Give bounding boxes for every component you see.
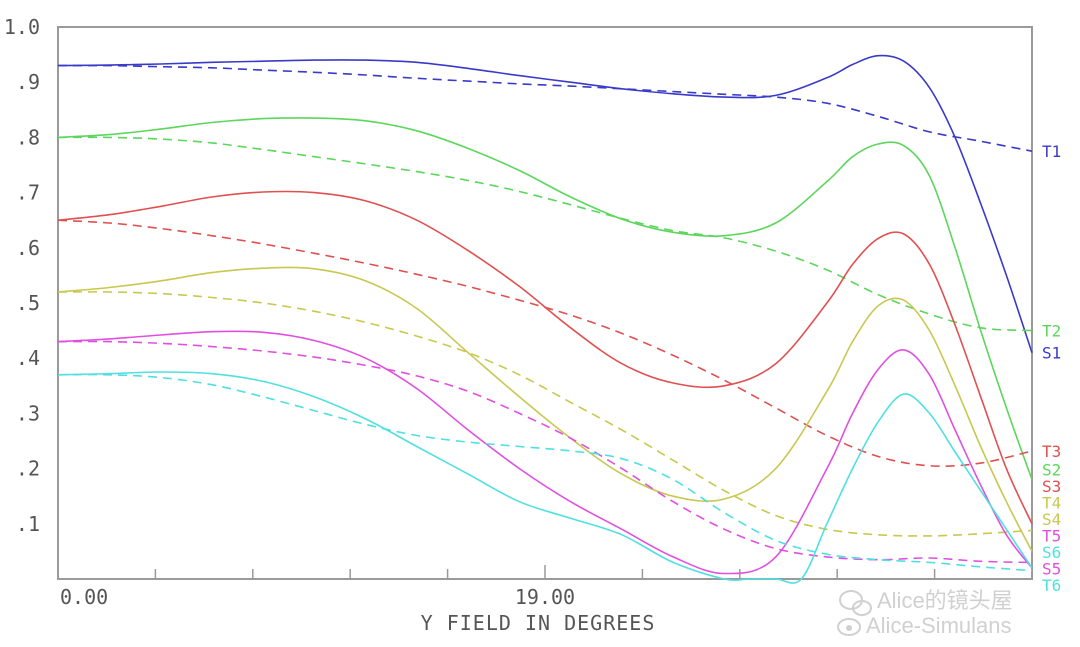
watermark-line2: Alice-Simulans: [866, 613, 1012, 638]
y-tick-label: .8: [16, 125, 40, 149]
x-tick-label: 19.00: [515, 585, 575, 609]
x-minor-ticks: [57, 565, 936, 579]
plot-frame: [57, 26, 1033, 580]
y-tick-label: .9: [16, 70, 40, 94]
legend-label-s4: S4: [1042, 510, 1061, 529]
series-s2-line: [57, 117, 1033, 480]
legend-label-s3: S3: [1042, 477, 1061, 496]
legend-label-s6: S6: [1042, 543, 1061, 562]
y-tick-label: .7: [16, 181, 40, 205]
legend-label-t5: T5: [1042, 527, 1061, 546]
series-t3-line: [57, 219, 1033, 467]
series-s1-line: [57, 54, 1033, 353]
y-tick-label: .5: [16, 291, 40, 315]
series-layer: [57, 54, 1033, 584]
series-s6-line: [57, 371, 1033, 584]
x-tick-label: 0.00: [60, 585, 108, 609]
y-tick-label: .6: [16, 236, 40, 260]
x-axis-title: Y FIELD IN DEGREES: [421, 611, 656, 635]
y-tick-label: .4: [16, 346, 40, 370]
series-t2-line: [57, 136, 1033, 332]
series-s5-line: [57, 330, 1033, 575]
y-tick-label: .1: [16, 512, 40, 536]
series-s3-line: [57, 190, 1033, 525]
series-t6-line: [57, 373, 1033, 572]
legend-label-t4: T4: [1042, 494, 1061, 513]
legend-label-s1: S1: [1042, 344, 1061, 363]
legend-label-t3: T3: [1042, 442, 1061, 461]
y-tick-label: 1.0: [4, 15, 40, 39]
watermark: Alice的镜头屋 Alice-Simulans: [837, 588, 1013, 638]
series-t4-line: [57, 291, 1033, 537]
y-tick-label: .3: [16, 401, 40, 425]
legend-label-t2: T2: [1042, 322, 1061, 341]
weibo-icon: [837, 618, 861, 636]
legend-label-s2: S2: [1042, 461, 1061, 480]
series-t5-line: [57, 340, 1033, 564]
series-s4-line: [57, 266, 1033, 552]
y-tick-label: .2: [16, 457, 40, 481]
legend-label-s5: S5: [1042, 560, 1061, 579]
legend-label-t1: T1: [1042, 142, 1061, 161]
x-tick-labels: 0.00 19.00: [60, 585, 575, 609]
series-t1-line: [57, 64, 1033, 152]
chat-bubble-icon: [839, 590, 872, 616]
watermark-line1: Alice的镜头屋: [877, 588, 1013, 613]
y-tick-labels: .1 .2 .3 .4 .5 .6 .7 .8 .9 1.0: [4, 15, 40, 536]
legend-label-t6: T6: [1042, 576, 1061, 595]
